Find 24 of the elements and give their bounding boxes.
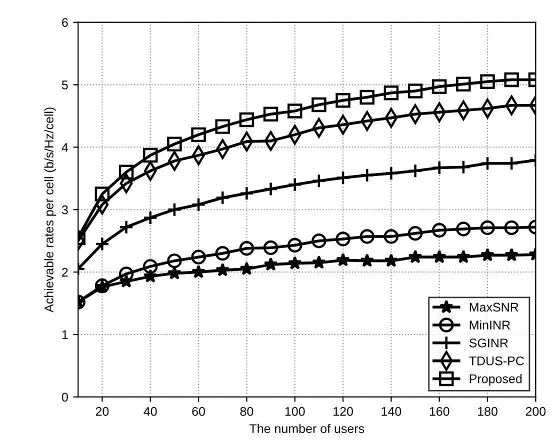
y-tick-label: 3 xyxy=(62,205,68,214)
x-tick-label: 120 xyxy=(334,406,353,416)
y-tick-label: 6 xyxy=(62,18,68,27)
x-tick-label: 140 xyxy=(382,406,402,416)
x-tick-label: 40 xyxy=(144,406,157,416)
x-tick-label: 180 xyxy=(478,406,498,416)
x-tick-label: 100 xyxy=(285,406,305,416)
y-tick-label: 1 xyxy=(62,330,68,340)
legend-label: SGINR xyxy=(469,338,508,348)
x-tick-label: 20 xyxy=(96,406,109,416)
x-tick-label: 160 xyxy=(430,406,450,416)
x-tick-label: 60 xyxy=(192,406,205,416)
x-axis-title: The number of users xyxy=(250,424,364,434)
legend-label: Proposed xyxy=(470,374,522,386)
legend-label: MaxSNR xyxy=(470,302,518,312)
legend-label: TDUS-PC xyxy=(469,356,524,366)
y-axis-title: Achievable rates per cell (b/s/Hz/cell) xyxy=(44,108,56,312)
y-tick-label: 0 xyxy=(62,392,68,402)
y-tick-label: 4 xyxy=(62,143,68,152)
x-tick-label: 200 xyxy=(526,406,546,416)
y-tick-label: 2 xyxy=(62,268,68,277)
legend-label: MinINR xyxy=(470,320,510,330)
y-tick-label: 5 xyxy=(62,80,68,90)
x-tick-label: 80 xyxy=(240,406,254,416)
